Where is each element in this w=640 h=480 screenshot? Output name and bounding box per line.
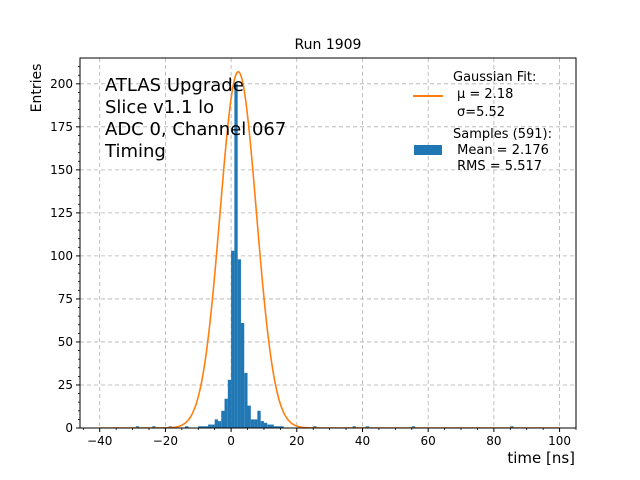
histogram-bar bbox=[234, 83, 238, 428]
histogram-bar bbox=[208, 424, 212, 428]
x-tick-label: 80 bbox=[486, 434, 501, 448]
histogram-bar bbox=[270, 424, 274, 428]
histogram-bar bbox=[352, 426, 356, 428]
legend-hist-mean: Mean = 2.176 bbox=[453, 143, 549, 158]
legend-hist-rms: RMS = 5.517 bbox=[453, 159, 542, 174]
histogram-bar bbox=[152, 426, 156, 428]
histogram-bar bbox=[254, 419, 258, 428]
y-tick-label: 25 bbox=[58, 378, 73, 392]
histogram-bar bbox=[510, 426, 514, 428]
histogram-bar bbox=[221, 410, 225, 428]
x-axis-ticks: −40 −20 0 20 40 60 80 100 bbox=[82, 428, 577, 448]
histogram-bars bbox=[135, 83, 514, 428]
y-tick-label: 175 bbox=[50, 120, 73, 134]
histogram-bar bbox=[280, 426, 284, 428]
x-tick-label: 100 bbox=[548, 434, 571, 448]
x-tick-label: 0 bbox=[227, 434, 235, 448]
y-axis-label: Entries bbox=[29, 64, 45, 113]
histogram-bar bbox=[224, 398, 228, 428]
histogram-bar bbox=[267, 424, 271, 428]
legend-hist-title: Samples (591): bbox=[453, 127, 552, 142]
x-tick-label: −20 bbox=[153, 434, 178, 448]
y-tick-label: 75 bbox=[58, 292, 73, 306]
y-tick-label: 100 bbox=[50, 249, 73, 263]
x-tick-label: −40 bbox=[87, 434, 112, 448]
histogram-bar bbox=[257, 410, 261, 428]
histogram-bar bbox=[247, 405, 251, 428]
gaussian-fit-curve bbox=[99, 70, 560, 428]
legend-fit-mu: μ = 2.18 bbox=[457, 87, 513, 102]
x-tick-label: 60 bbox=[421, 434, 436, 448]
grid bbox=[80, 58, 576, 429]
histogram-bar bbox=[135, 426, 140, 428]
y-tick-label: 150 bbox=[50, 163, 73, 177]
histogram-bar bbox=[227, 379, 232, 428]
histogram-bar bbox=[237, 259, 241, 428]
histogram-bar bbox=[411, 426, 416, 428]
y-tick-label: 50 bbox=[58, 335, 73, 349]
info-line-mode: Timing bbox=[104, 141, 166, 162]
histogram-bar bbox=[211, 424, 215, 428]
legend: Gaussian Fit: μ = 2.18 σ=5.52 Samples (5… bbox=[413, 70, 552, 174]
info-text-block: ATLAS Upgrade Slice v1.1 lo ADC 0, Chann… bbox=[104, 75, 286, 162]
plot-frame bbox=[79, 57, 577, 429]
histogram-bar bbox=[260, 421, 264, 428]
info-line-slice: Slice v1.1 lo bbox=[105, 97, 214, 118]
x-tick-label: 40 bbox=[355, 434, 370, 448]
histogram-bar bbox=[250, 419, 255, 428]
legend-histogram-swatch bbox=[414, 145, 442, 155]
histogram-bar bbox=[185, 426, 189, 428]
info-line-experiment: ATLAS Upgrade bbox=[105, 75, 244, 96]
legend-fit-sigma: σ=5.52 bbox=[457, 105, 505, 120]
histogram-bar bbox=[313, 426, 317, 428]
y-tick-label: 0 bbox=[65, 421, 73, 435]
histogram-bar bbox=[244, 372, 248, 428]
y-tick-label: 200 bbox=[50, 77, 73, 91]
chart-title: Run 1909 bbox=[295, 37, 362, 53]
histogram-bar bbox=[204, 426, 209, 428]
y-tick-label: 125 bbox=[50, 206, 73, 220]
histogram-bar bbox=[198, 426, 202, 428]
y-axis-ticks: 0 25 50 75 100 125 150 175 200 bbox=[50, 66, 80, 435]
histogram-bar bbox=[240, 323, 245, 428]
legend-fit-title: Gaussian Fit: bbox=[453, 70, 536, 85]
info-line-channel: ADC 0, Channel 067 bbox=[105, 119, 286, 140]
histogram-bar bbox=[365, 426, 370, 428]
histogram-bar bbox=[231, 250, 235, 428]
histogram-bar bbox=[277, 426, 281, 428]
x-axis-label: time [ns] bbox=[507, 449, 575, 467]
histogram-bar bbox=[201, 426, 205, 428]
histogram-bar bbox=[273, 426, 278, 428]
plot-background bbox=[80, 58, 576, 428]
histogram-bar bbox=[214, 419, 218, 428]
x-tick-label: 20 bbox=[289, 434, 304, 448]
histogram-bar bbox=[263, 422, 268, 428]
histogram-bar bbox=[217, 421, 222, 428]
